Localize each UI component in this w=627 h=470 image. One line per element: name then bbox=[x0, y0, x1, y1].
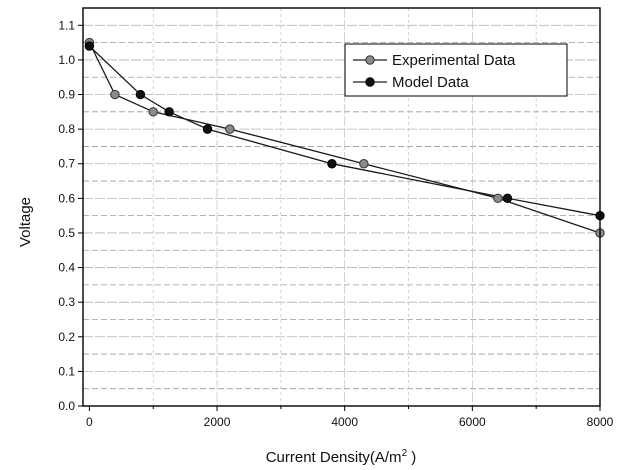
x-axis-ticks: 0 2000 4000 6000 8000 bbox=[86, 406, 614, 429]
x-tick-label: 0 bbox=[86, 415, 93, 429]
y-tick-label: 1.1 bbox=[58, 18, 75, 32]
legend-marker-model bbox=[365, 77, 375, 87]
y-tick-label: 0.7 bbox=[58, 157, 75, 171]
x-axis-title-superscript: 2 bbox=[402, 448, 408, 459]
legend-label-model: Model Data bbox=[392, 74, 469, 91]
y-tick-label: 0.0 bbox=[58, 399, 75, 413]
data-point-experimental bbox=[493, 193, 503, 204]
y-axis-title: Voltage bbox=[17, 197, 34, 247]
data-point-model bbox=[84, 41, 95, 51]
y-tick-label: 1.0 bbox=[58, 53, 75, 67]
y-tick-label: 0.5 bbox=[58, 226, 75, 240]
y-tick-label: 0.8 bbox=[58, 122, 75, 136]
y-tick-label: 0.9 bbox=[58, 88, 75, 102]
legend: Experimental Data Model Data bbox=[344, 43, 568, 97]
grid bbox=[83, 8, 601, 407]
legend-label-experimental: Experimental Data bbox=[392, 52, 516, 69]
data-point-model bbox=[327, 159, 337, 169]
data-point-experimental bbox=[225, 124, 235, 134]
x-axis-title-suffix: ) bbox=[407, 449, 416, 466]
data-point-experimental bbox=[110, 89, 120, 100]
x-tick-label: 6000 bbox=[459, 415, 486, 429]
data-point-experimental bbox=[148, 107, 158, 117]
data-point-model bbox=[502, 193, 513, 204]
x-axis-title-main: Current Density(A/m bbox=[266, 449, 402, 466]
y-tick-label: 0.4 bbox=[58, 261, 75, 275]
x-axis-title: Current Density(A/m2 ) bbox=[266, 448, 417, 466]
y-tick-label: 0.3 bbox=[58, 295, 75, 309]
data-point-experimental bbox=[359, 159, 369, 169]
plot-frame bbox=[82, 7, 601, 407]
legend-box bbox=[344, 43, 568, 97]
x-tick-label: 2000 bbox=[204, 415, 231, 429]
y-axis-ticks: 0.0 0.1 0.2 0.3 0.4 0.5 0.6 0.7 0.8 0.9 1.0 1.1 bbox=[58, 18, 83, 413]
legend-marker-experimental bbox=[365, 55, 375, 65]
y-tick-label: 0.1 bbox=[58, 364, 75, 378]
data-point-model bbox=[202, 124, 213, 134]
x-tick-label: 8000 bbox=[587, 415, 614, 429]
y-tick-label: 0.6 bbox=[58, 191, 75, 205]
x-tick-label: 4000 bbox=[331, 415, 358, 429]
series-markers bbox=[84, 37, 605, 238]
data-point-model bbox=[164, 107, 174, 117]
data-point-model bbox=[135, 89, 146, 100]
y-tick-label: 0.2 bbox=[58, 330, 75, 344]
